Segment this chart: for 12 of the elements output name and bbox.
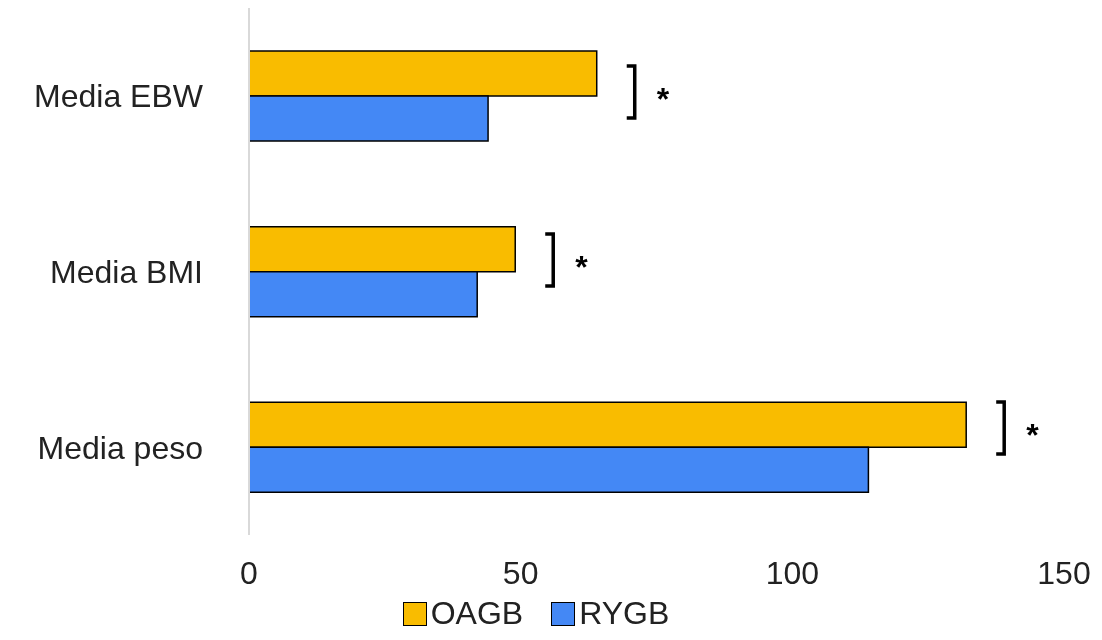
y-tick-label: Media peso (37, 429, 203, 466)
annotation: * (656, 81, 670, 117)
y-tick-label: Media EBW (34, 78, 204, 115)
x-tick-label: 50 (502, 554, 539, 591)
x-tick-label: 100 (765, 554, 820, 591)
x-tick-label: 150 (1037, 554, 1091, 591)
annotation: * (575, 249, 589, 285)
y-tick-label: Media BMI (50, 253, 203, 290)
x-tick-label: 0 (240, 554, 258, 591)
legend-label: RYGB (578, 595, 670, 632)
legend-label: OAGB (429, 595, 524, 632)
annotation: * (1026, 417, 1040, 453)
